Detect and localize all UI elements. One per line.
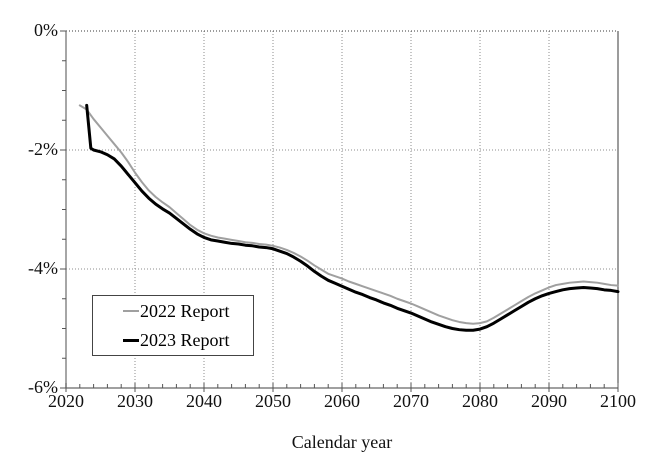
legend-label-2023: 2023 Report bbox=[140, 330, 230, 350]
x-tick-label: 2020 bbox=[48, 391, 84, 411]
y-tick-label: 0% bbox=[34, 20, 58, 40]
y-tick-label: -4% bbox=[28, 258, 58, 278]
x-tick-label: 2070 bbox=[393, 391, 429, 411]
x-tick-label: 2040 bbox=[186, 391, 222, 411]
legend-line-sample-2022 bbox=[123, 310, 139, 312]
legend-entry-2023-report: 2023 Report bbox=[123, 330, 253, 350]
legend-entry-2022-report: 2022 Report bbox=[123, 301, 253, 321]
tick-labels: 2020 2030 2040 2050 2060 2070 2080 2090 2100 0% -2… bbox=[28, 20, 636, 411]
series-line-2022-report bbox=[78, 104, 619, 325]
legend-line-sample-2023 bbox=[123, 338, 139, 342]
x-tick-label: 2080 bbox=[462, 391, 498, 411]
x-tick-label: 2050 bbox=[255, 391, 291, 411]
x-tick-label: 2100 bbox=[600, 391, 636, 411]
y-tick-label: -6% bbox=[28, 377, 58, 397]
x-tick-label: 2030 bbox=[117, 391, 153, 411]
data-series bbox=[78, 103, 620, 332]
series-line-2023-report bbox=[85, 103, 620, 332]
y-tick-label: -2% bbox=[28, 139, 58, 159]
x-tick-label: 2090 bbox=[531, 391, 567, 411]
legend-box: 2022 Report 2023 Report bbox=[92, 295, 254, 356]
x-axis-title: Calendar year bbox=[291, 432, 393, 452]
tick-marks bbox=[60, 30, 619, 392]
legend-label-2022: 2022 Report bbox=[140, 301, 230, 321]
x-tick-label: 2060 bbox=[324, 391, 360, 411]
